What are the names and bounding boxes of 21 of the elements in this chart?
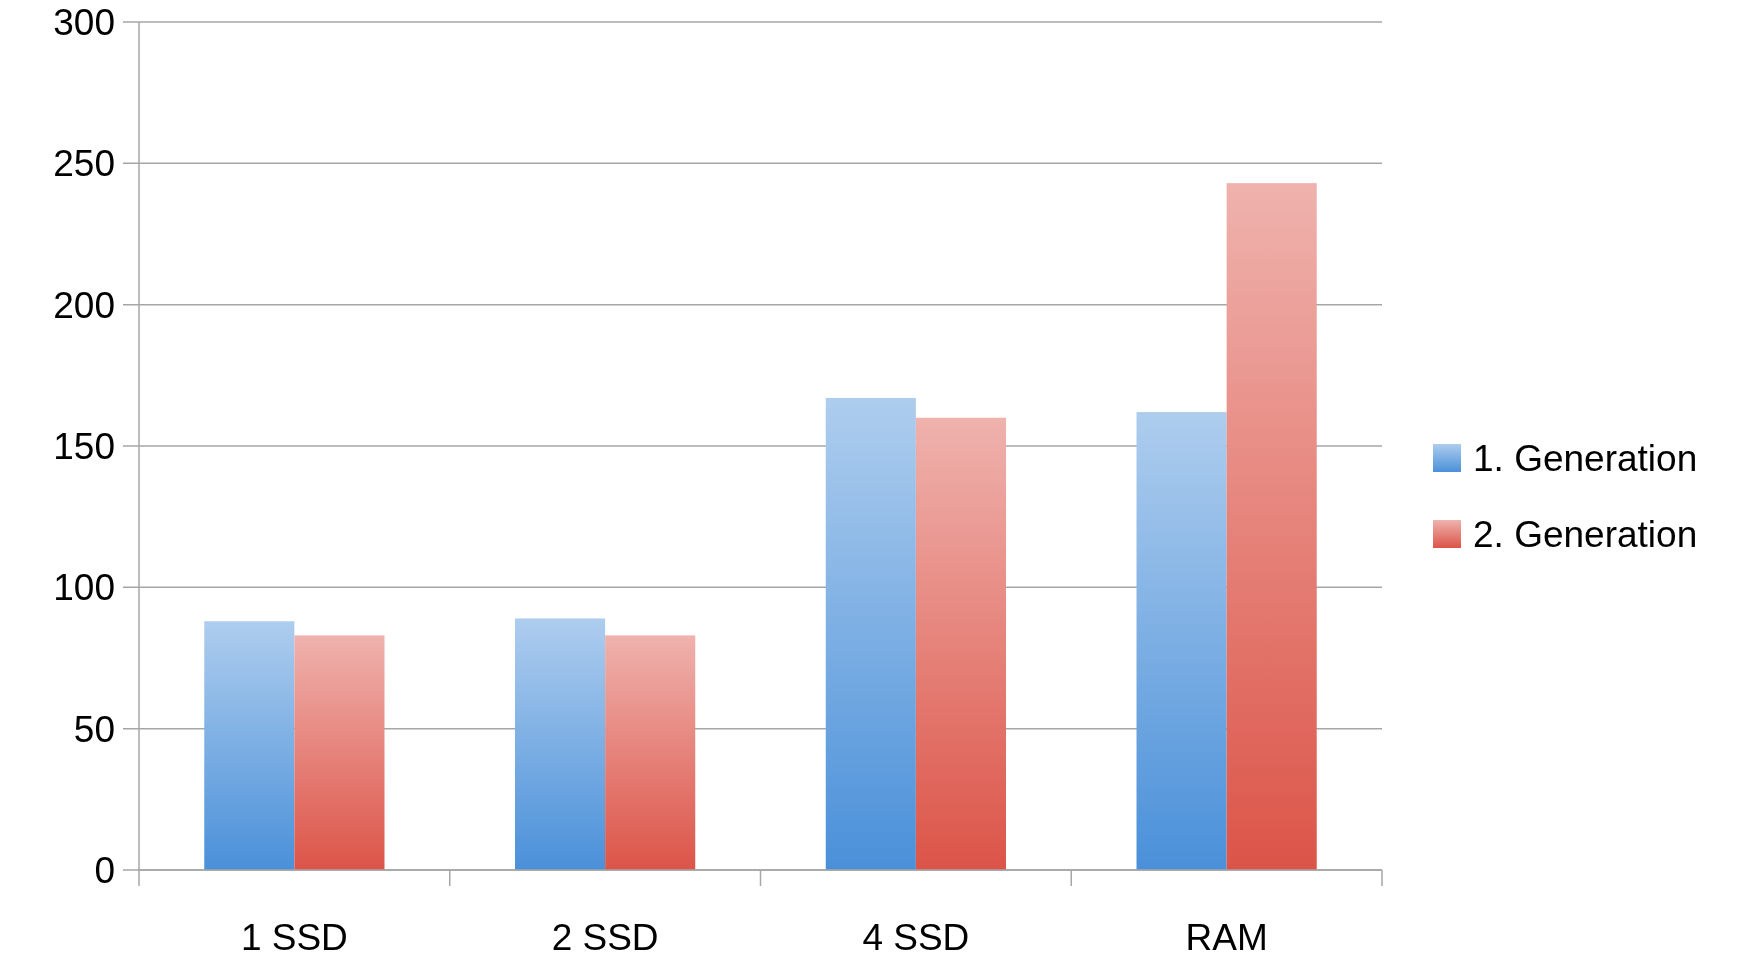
y-tick-label: 0: [94, 849, 115, 891]
bar: [1136, 412, 1227, 870]
x-tick-label: 2 SSD: [551, 917, 659, 958]
bar: [825, 397, 916, 870]
bar: [294, 635, 385, 870]
legend-label: 1. Generation: [1473, 437, 1698, 479]
y-tick-label: 150: [53, 425, 115, 467]
y-tick-label: 50: [73, 708, 115, 750]
y-tick-label: 300: [53, 1, 115, 43]
y-tick-label: 200: [53, 284, 115, 326]
bar: [204, 621, 295, 870]
bar: [605, 635, 696, 870]
y-tick-label: 100: [53, 567, 115, 609]
bar: [915, 417, 1006, 870]
x-tick-label: 4 SSD: [862, 917, 970, 958]
y-tick-label: 250: [53, 143, 115, 185]
legend-label: 2. Generation: [1473, 513, 1698, 555]
bar: [515, 618, 606, 870]
x-tick-label: 1 SSD: [240, 917, 348, 958]
x-tick-label: RAM: [1185, 917, 1268, 958]
bar: [1226, 183, 1317, 870]
